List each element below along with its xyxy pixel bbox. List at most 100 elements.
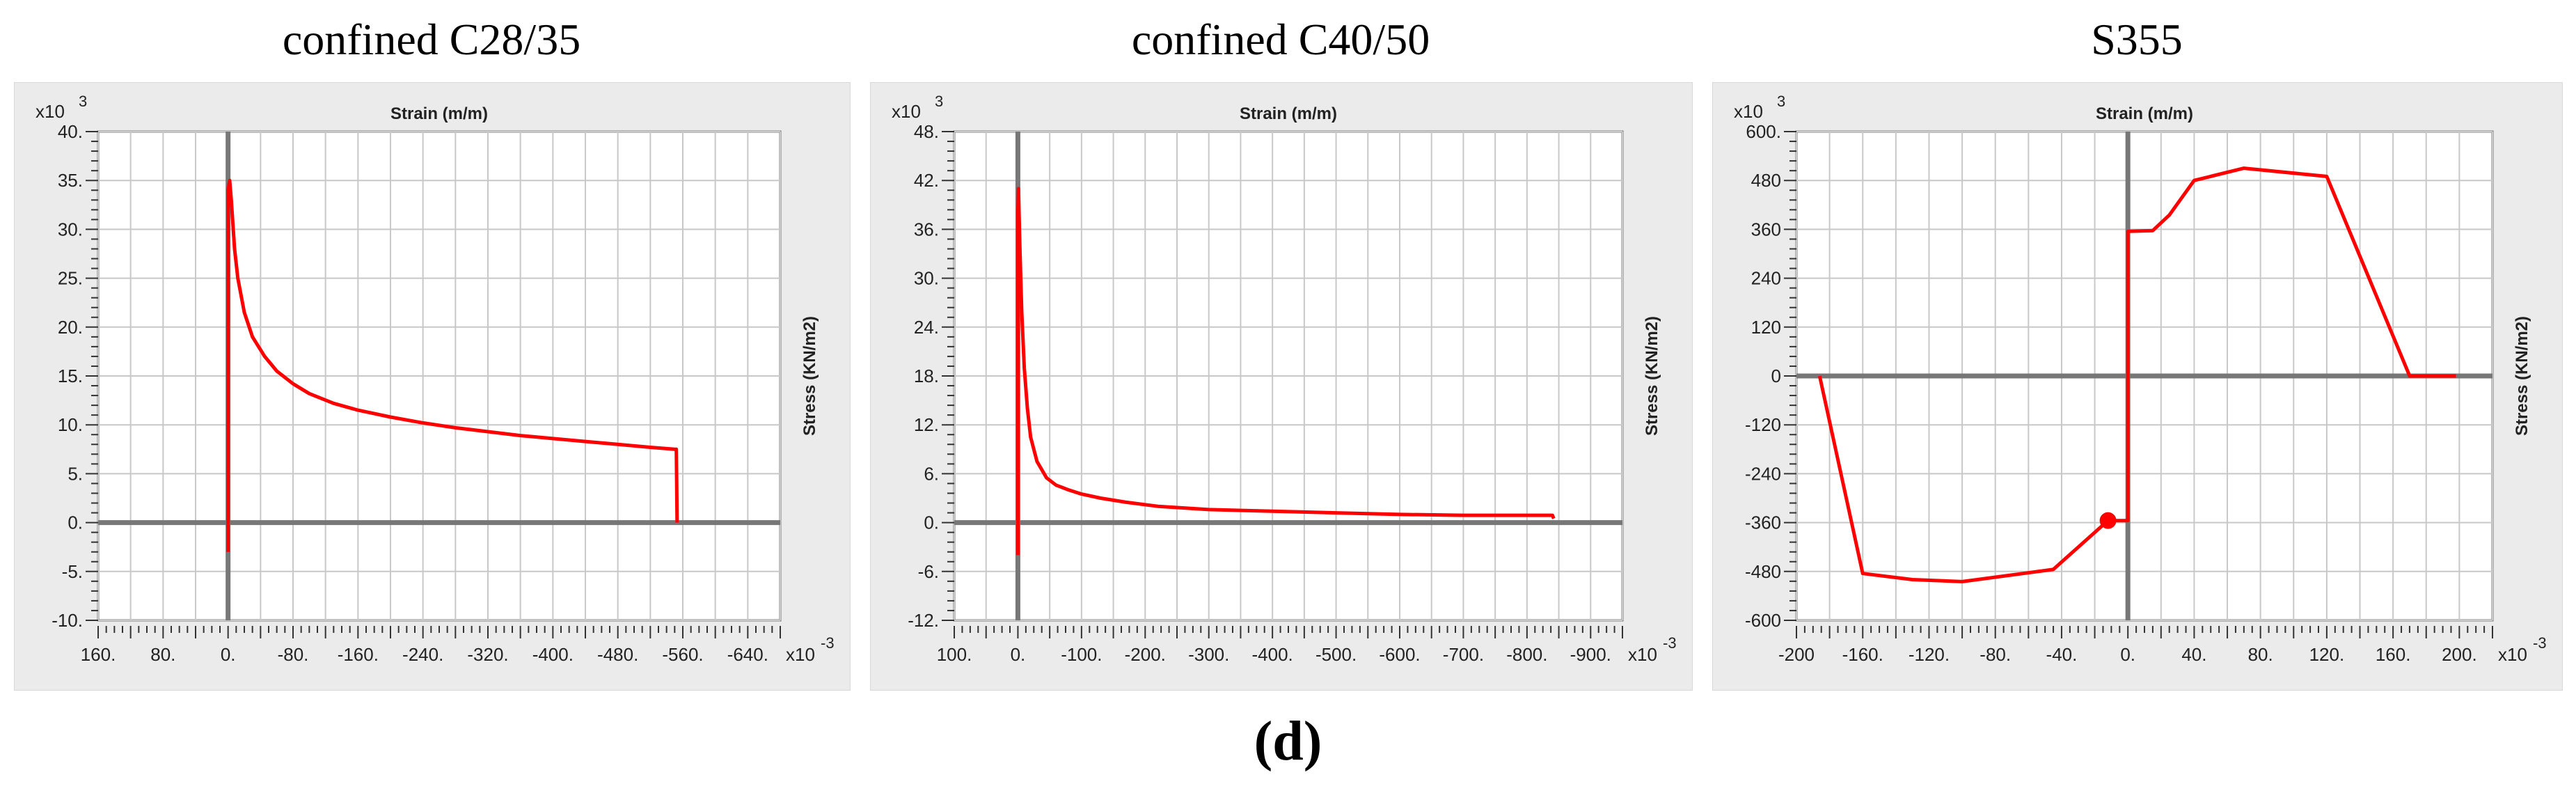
y-axis-multiplier: x10 xyxy=(1734,101,1763,122)
y-tick-label: 35. xyxy=(58,170,83,191)
y-tick-label: 360 xyxy=(1751,219,1781,240)
y-axis-ticks xyxy=(942,131,954,621)
y-tick-label: 120 xyxy=(1751,317,1781,338)
x-axis-label: Strain (m/m) xyxy=(2096,104,2193,123)
x-tick-label: 40. xyxy=(2181,644,2206,665)
y-tick-label: -5. xyxy=(62,561,83,582)
y-tick-label: 30. xyxy=(58,219,83,240)
y-axis-label: Stress (KN/m2) xyxy=(1643,316,1661,436)
chart-title: confined C28/35 xyxy=(282,15,581,64)
x-axis-exponent: -3 xyxy=(2533,634,2547,652)
y-tick-label: 20. xyxy=(58,317,83,338)
y-axis-label: Stress (KN/m2) xyxy=(2513,316,2531,436)
chart-panel-1: confined C28/35 160. 80. 0. -80. -160. -240. -… xyxy=(14,0,851,703)
x-tick-label: 0. xyxy=(1011,644,1026,665)
x-tick-label: -240. xyxy=(402,644,443,665)
x-tick-label: 200. xyxy=(2442,644,2477,665)
y-tick-label: 10. xyxy=(58,414,83,435)
x-tick-label: -640. xyxy=(727,644,768,665)
y-tick-label: 15. xyxy=(58,366,83,386)
y-tick-label: -360 xyxy=(1745,512,1781,533)
plot-area: -200 -160. -120. -80. -40. 0. 40. 80. 120. 160. 20… xyxy=(1712,82,2563,691)
y-tick-label: -120 xyxy=(1745,414,1781,435)
x-tick-label: -100. xyxy=(1061,644,1102,665)
series-line xyxy=(226,178,679,552)
y-tick-label: 18. xyxy=(914,366,939,386)
x-tick-label: -500. xyxy=(1315,644,1357,665)
chart-panel-3: S355 -200 -160. -120. -80. -40. 0. 40. 80. 120. 1… xyxy=(1712,0,2563,703)
x-tick-label: -320. xyxy=(467,644,508,665)
series-line xyxy=(1016,187,1556,556)
y-tick-label: 6. xyxy=(924,463,939,484)
x-tick-label: -80. xyxy=(278,644,309,665)
x-tick-label: -200. xyxy=(1125,644,1166,665)
x-axis-multiplier: x10 xyxy=(1628,644,1657,665)
x-tick-label: -800. xyxy=(1506,644,1547,665)
y-axis-ticks xyxy=(1784,131,1796,621)
x-tick-label: -700. xyxy=(1443,644,1484,665)
y-tick-label: 30. xyxy=(914,268,939,289)
x-tick-label: -80. xyxy=(1980,644,2011,665)
x-tick-label: -200 xyxy=(1778,644,1815,665)
x-tick-label: 80. xyxy=(2248,644,2273,665)
x-tick-label: -160. xyxy=(338,644,379,665)
series-line xyxy=(1817,166,2456,583)
chart-title: confined C40/50 xyxy=(1131,15,1430,64)
chart-svg: -200 -160. -120. -80. -40. 0. 40. 80. 120. 160. 20… xyxy=(1734,93,2547,665)
y-tick-label: 0 xyxy=(1771,366,1781,386)
y-tick-label: 5. xyxy=(68,463,83,484)
x-tick-label: -400. xyxy=(532,644,574,665)
y-tick-label: -12. xyxy=(908,610,939,631)
chart-svg: 100. 0. -100. -200. -300. -400. -500. -600. -700… xyxy=(892,93,1677,665)
y-axis-exponent: 3 xyxy=(935,93,943,110)
x-axis-ticks xyxy=(1796,626,2493,638)
figure-label: (d) xyxy=(1254,711,1322,772)
y-tick-label: -10. xyxy=(52,610,83,631)
x-tick-label: -900. xyxy=(1570,644,1611,665)
x-axis-multiplier: x10 xyxy=(2498,644,2527,665)
x-tick-label: -160. xyxy=(1842,644,1883,665)
y-axis-exponent: 3 xyxy=(1777,93,1785,110)
y-tick-label: -240 xyxy=(1745,463,1781,484)
y-tick-label: -6. xyxy=(918,561,939,582)
x-axis-ticks xyxy=(954,626,1623,638)
y-tick-label: 42. xyxy=(914,170,939,191)
x-axis-ticks xyxy=(97,626,781,638)
x-tick-label: 0. xyxy=(2120,644,2135,665)
y-tick-label: 36. xyxy=(914,219,939,240)
y-tick-label: 240 xyxy=(1751,268,1781,289)
plot-area: 160. 80. 0. -80. -160. -240. -320. -400. -480. -5… xyxy=(14,82,851,691)
y-tick-label: 24. xyxy=(914,317,939,338)
x-tick-label: 0. xyxy=(221,644,236,665)
x-tick-label: -600. xyxy=(1379,644,1420,665)
y-axis-label: Stress (KN/m2) xyxy=(800,316,819,436)
y-tick-label: 0. xyxy=(68,512,83,533)
x-tick-label: 120. xyxy=(2309,644,2345,665)
y-axis-ticks xyxy=(86,131,98,621)
y-axis-exponent: 3 xyxy=(79,93,87,110)
y-tick-label: -600 xyxy=(1745,610,1781,631)
y-tick-label: 12. xyxy=(914,414,939,435)
x-tick-label: -300. xyxy=(1188,644,1229,665)
x-tick-label: 160. xyxy=(2376,644,2411,665)
x-axis-exponent: -3 xyxy=(1663,634,1677,652)
plot-area: 100. 0. -100. -200. -300. -400. -500. -600. -700… xyxy=(870,82,1693,691)
y-tick-label: 0. xyxy=(924,512,939,533)
x-tick-label: -400. xyxy=(1252,644,1293,665)
x-tick-label: -40. xyxy=(2046,644,2078,665)
x-tick-label: -120. xyxy=(1909,644,1950,665)
y-tick-label: 48. xyxy=(914,121,939,142)
x-axis-exponent: -3 xyxy=(821,634,835,652)
x-tick-label: 80. xyxy=(150,644,175,665)
x-axis-multiplier: x10 xyxy=(786,644,815,665)
data-point-marker xyxy=(2099,512,2117,529)
y-tick-label: 600. xyxy=(1746,121,1781,142)
y-axis-multiplier: x10 xyxy=(892,101,921,122)
x-tick-label: 160. xyxy=(81,644,116,665)
y-axis-multiplier: x10 xyxy=(35,101,65,122)
y-tick-label: 480 xyxy=(1751,170,1781,191)
y-tick-label: -480 xyxy=(1745,561,1781,582)
x-axis-label: Strain (m/m) xyxy=(390,104,488,123)
x-tick-label: -560. xyxy=(662,644,703,665)
chart-panel-2: confined C40/50 100. 0. -100. -200. -300. -40… xyxy=(870,0,1693,703)
